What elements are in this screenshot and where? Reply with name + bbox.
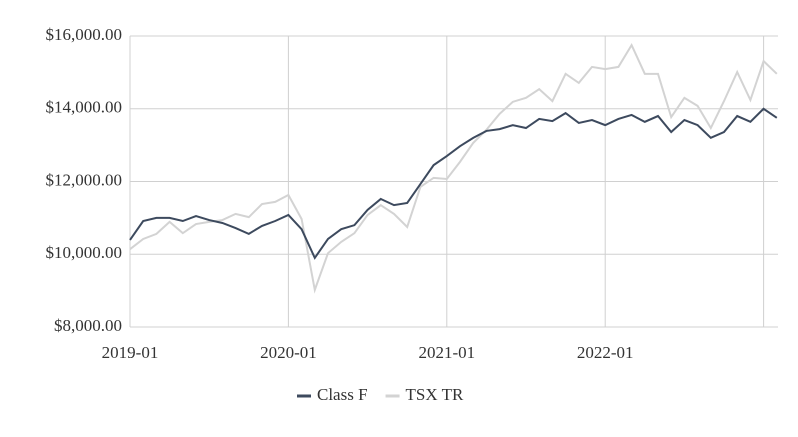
x-tick-label: 2022-01	[577, 343, 634, 362]
x-tick-label: 2021-01	[418, 343, 475, 362]
y-tick-label: $16,000.00	[46, 25, 123, 44]
legend-label: TSX TR	[406, 385, 464, 404]
y-tick-label: $14,000.00	[46, 98, 123, 117]
x-tick-label: 2019-01	[102, 343, 159, 362]
y-tick-label: $12,000.00	[46, 170, 123, 189]
y-tick-label: $10,000.00	[46, 243, 123, 262]
x-tick-label: 2020-01	[260, 343, 317, 362]
line-series	[129, 107, 778, 260]
y-tick-label: $8,000.00	[54, 316, 122, 335]
legend-label: Class F	[317, 385, 368, 404]
line-series	[129, 42, 778, 294]
